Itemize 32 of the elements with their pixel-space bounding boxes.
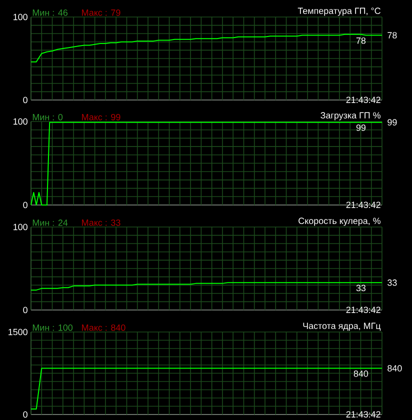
y-tick-label: 100 <box>14 118 28 125</box>
text: 33 <box>388 279 397 286</box>
text: Мин : 24 <box>32 220 68 226</box>
annotation: 21:43:42 <box>346 306 380 314</box>
text: Макс : 33 <box>82 219 120 226</box>
text: Макс : 99 <box>82 114 120 120</box>
y-tick-label: 0 <box>23 306 28 314</box>
annotation: 78 <box>356 37 366 44</box>
annotation: 33 <box>356 284 366 292</box>
chart-title: Скорость кулера, % <box>298 218 380 226</box>
y-tick-label: 100 <box>14 224 28 230</box>
annotation: 840 <box>354 370 368 377</box>
chart-title: Температура ГП, °C <box>298 8 380 16</box>
text: 99 <box>388 119 397 126</box>
annotation: 21:43:42 <box>346 202 380 208</box>
y-tick-label: 1500 <box>8 328 28 336</box>
text: Макс : 840 <box>82 324 126 331</box>
y-tick-label: 0 <box>23 202 28 208</box>
text: Мин : 100 <box>32 324 73 331</box>
text: Мин : 46 <box>32 9 68 16</box>
annotation: 21:43:42 <box>346 96 380 104</box>
text: 78 <box>388 32 397 38</box>
y-tick-label: 100 <box>14 14 28 20</box>
chart-title: Частота ядра, МГц <box>303 322 381 331</box>
text: Макс : 79 <box>82 9 120 16</box>
annotation: 99 <box>356 124 366 131</box>
text: 840 <box>388 365 402 372</box>
y-tick-label: 0 <box>23 96 28 104</box>
y-tick-label: 0 <box>23 411 28 418</box>
text: Мин : 0 <box>32 114 63 120</box>
chart-title: Загрузка ГП % <box>320 112 380 120</box>
annotation: 21:43:42 <box>346 411 380 418</box>
